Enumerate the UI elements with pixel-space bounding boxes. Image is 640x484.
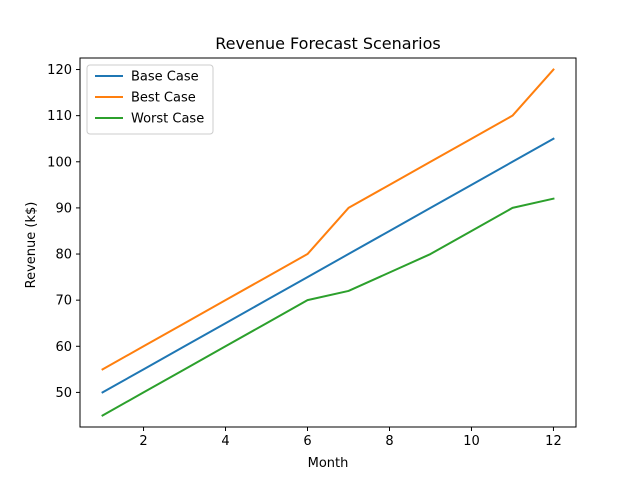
plot-area (101, 68, 555, 417)
y-tick-label: 120 (47, 63, 72, 78)
x-tick-label: 8 (385, 434, 393, 449)
axes: 2 4 6 8 10 12 50 60 70 80 90 100 110 120 (47, 57, 577, 449)
axes-frame (79, 57, 577, 428)
x-tick-label: 4 (221, 434, 229, 449)
x-tick-label: 12 (545, 434, 562, 449)
y-tick-label: 50 (55, 386, 72, 401)
y-axis-label: Revenue (k$) (24, 202, 39, 289)
legend-box (86, 64, 214, 135)
y-tick-label: 100 (47, 155, 72, 170)
y-tick-label: 60 (55, 340, 72, 355)
x-tick-label: 2 (139, 434, 147, 449)
x-tick-label: 10 (463, 434, 480, 449)
legend-label-base-case: Base Case (131, 70, 199, 85)
legend-label-best-case: Best Case (131, 91, 196, 106)
x-axis-label: Month (308, 456, 349, 471)
series-line-best-case (101, 68, 555, 371)
x-tick-label: 6 (303, 434, 311, 449)
y-tick-label: 80 (55, 248, 72, 263)
y-tick-label: 110 (47, 109, 72, 124)
series-line-worst-case (101, 197, 555, 417)
series-line-base-case (101, 137, 555, 394)
y-tick-label: 90 (55, 201, 72, 216)
legend: Base Case Best Case Worst Case (86, 64, 214, 135)
legend-label-worst-case: Worst Case (131, 112, 204, 127)
chart-title: Revenue Forecast Scenarios (215, 34, 440, 53)
y-tick-label: 70 (55, 294, 72, 309)
